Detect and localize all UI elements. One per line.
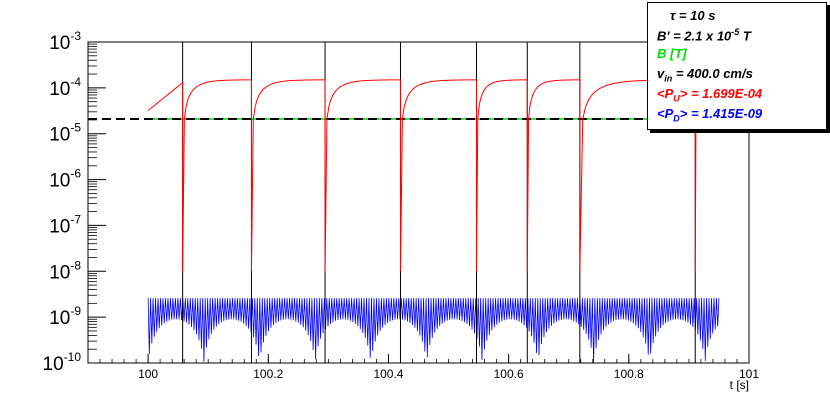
y-tick-label-1: 10-9 [49,304,81,329]
legend: τ = 10 s B' = 2.1 x 10-5 T B [T] vin = 4… [647,2,827,130]
legend-vin: vin = 400.0 cm/s [657,66,753,84]
legend-pu: <PU> = 1.699E-04 [657,86,762,104]
legend-tau: τ = 10 s [670,8,715,23]
legend-pu-open: <P [657,86,674,101]
y-tick-label-2: 10-8 [49,258,81,283]
x-tick-label-5: 101 [739,367,759,381]
y-tick-label-4: 10-6 [49,167,81,192]
legend-pd-text: > = 1.415E-09 [679,106,763,121]
series-pd-line [147,298,720,363]
legend-b-text: B [T] [657,46,687,61]
series-pu-line [147,79,725,272]
legend-bprime-unit: T [739,28,751,44]
legend-pu-sub: U [673,93,680,104]
y-tick-label-7: 10-3 [49,29,81,54]
legend-vin-sub: in [664,73,673,84]
x-tick-label-0: 100 [138,367,158,381]
legend-bprime-text: B' = 2.1 x 10 [657,28,732,44]
y-tick-label-0: 10-10 [43,350,82,375]
x-tick-label-2: 100.4 [373,367,403,381]
legend-bprime-exp: -5 [731,27,740,37]
legend-vin-v: v [657,66,665,81]
x-tick-label-4: 100.8 [614,367,644,381]
x-tick-label-3: 100.6 [494,367,524,381]
legend-bprime: B' = 2.1 x 10-5 T [657,27,751,43]
x-axis-label: t [s] [730,378,749,392]
x-tick-label-1: 100.2 [253,367,283,381]
legend-vin-text: = 400.0 cm/s [672,66,753,81]
legend-pu-text: > = 1.699E-04 [679,86,763,101]
legend-pd-open: <P [657,106,674,121]
axis-layer: 100 100.2 100.4 100.6 100.8 101 10-10 10-9 10-8 1… [43,29,760,381]
y-tick-label-3: 10-7 [49,212,81,237]
y-tick-label-5: 10-5 [49,121,81,146]
legend-tau-text: τ = 10 s [670,8,716,23]
legend-b: B [T] [657,46,687,61]
legend-pd: <PD> = 1.415E-09 [657,106,762,124]
y-tick-label-6: 10-4 [49,75,81,100]
legend-pd-sub: D [673,113,680,124]
